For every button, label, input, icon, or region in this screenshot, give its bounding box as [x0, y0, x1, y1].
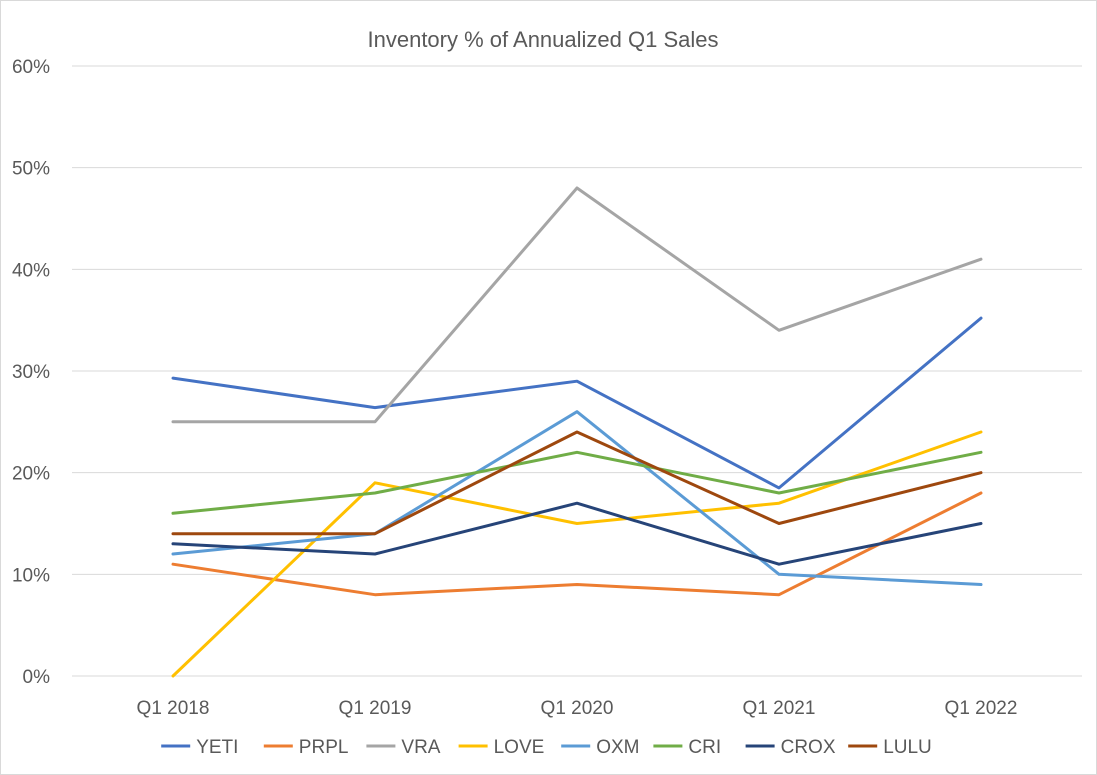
series-line-oxm — [171, 410, 983, 586]
x-tick-label: Q1 2020 — [541, 698, 614, 719]
legend-item-oxm: OXM — [561, 737, 639, 758]
y-tick-label: 30% — [12, 362, 50, 383]
series-line-cri — [171, 450, 983, 515]
x-axis-tick-labels: Q1 2018 Q1 2019 Q1 2020 Q1 2021 Q1 2022 — [137, 698, 1018, 719]
legend-item-love: LOVE — [458, 737, 545, 758]
series-lines — [171, 186, 983, 678]
series-line-vra — [171, 186, 983, 424]
y-tick-label: 10% — [12, 565, 50, 586]
x-tick-label: Q1 2018 — [137, 698, 210, 719]
legend-label: CROX — [781, 737, 836, 758]
x-tick-label: Q1 2019 — [339, 698, 412, 719]
y-tick-label: 20% — [12, 464, 50, 485]
y-tick-label: 0% — [23, 667, 51, 688]
x-tick-label: Q1 2021 — [743, 698, 816, 719]
legend-item-vra: VRA — [366, 737, 441, 758]
legend-item-lulu: LULU — [848, 737, 932, 758]
legend-label: PRPL — [299, 737, 349, 758]
legend: YETI PRPL VRA LOVE OXM CRI CROX LULU — [161, 737, 932, 758]
y-tick-label: 60% — [12, 57, 50, 78]
series-line-yeti — [171, 316, 983, 490]
legend-item-yeti: YETI — [161, 737, 238, 758]
legend-label: LULU — [883, 737, 932, 758]
series-line-lulu — [171, 430, 983, 536]
legend-label: VRA — [401, 737, 440, 758]
y-tick-label: 40% — [12, 260, 50, 281]
y-axis-tick-labels: 0% 10% 20% 30% 40% 50% 60% — [12, 57, 50, 688]
legend-label: CRI — [688, 737, 721, 758]
y-tick-label: 50% — [12, 159, 50, 180]
x-tick-label: Q1 2022 — [945, 698, 1018, 719]
legend-item-prpl: PRPL — [263, 737, 349, 758]
legend-item-cri: CRI — [653, 737, 721, 758]
series-line-crox — [171, 501, 983, 566]
series-line-prpl — [171, 491, 983, 597]
legend-label: OXM — [596, 737, 639, 758]
legend-label: LOVE — [494, 737, 545, 758]
chart-title: Inventory % of Annualized Q1 Sales — [368, 27, 719, 52]
legend-label: YETI — [196, 737, 238, 758]
legend-item-crox: CROX — [745, 737, 836, 758]
